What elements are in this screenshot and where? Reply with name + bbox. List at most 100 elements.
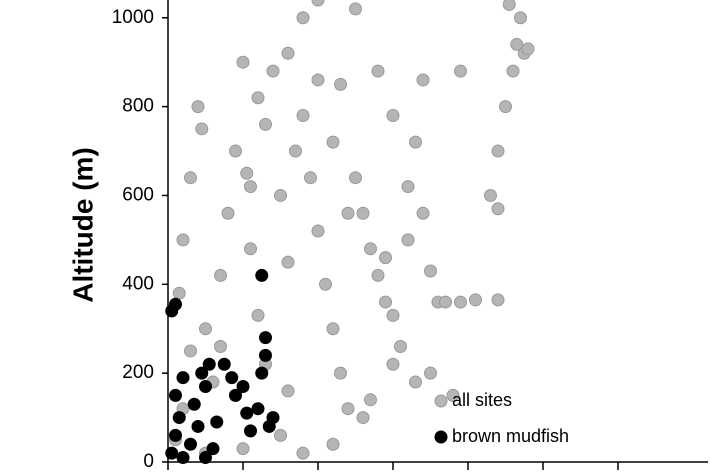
point xyxy=(281,384,295,398)
legend-marker xyxy=(434,394,448,408)
point xyxy=(289,144,302,158)
point xyxy=(491,293,505,307)
point xyxy=(386,357,400,371)
point xyxy=(469,293,482,307)
point xyxy=(191,100,205,114)
point xyxy=(169,297,182,311)
point xyxy=(225,371,239,385)
point xyxy=(195,122,209,136)
legend-marker xyxy=(434,430,448,444)
point xyxy=(281,255,295,269)
y-tick-label: 1000 xyxy=(112,7,154,28)
point xyxy=(491,202,505,216)
point xyxy=(244,180,257,194)
point xyxy=(424,264,437,278)
point xyxy=(251,402,265,416)
point xyxy=(199,451,212,465)
point xyxy=(499,100,512,114)
point xyxy=(510,37,524,51)
point xyxy=(236,442,250,456)
point xyxy=(274,428,287,442)
point xyxy=(394,340,407,353)
point xyxy=(172,286,186,300)
point xyxy=(281,46,295,60)
point xyxy=(364,393,377,407)
point xyxy=(195,366,209,380)
point xyxy=(251,91,265,105)
point xyxy=(206,442,220,456)
point xyxy=(191,419,205,433)
point xyxy=(416,73,430,87)
y-tick-label: 400 xyxy=(122,273,154,294)
point xyxy=(187,397,201,411)
point xyxy=(386,308,400,322)
point xyxy=(356,206,370,220)
point xyxy=(439,295,452,309)
point xyxy=(210,415,224,429)
y-tick-label: 800 xyxy=(122,96,154,117)
point xyxy=(502,0,516,11)
y-tick-label: 200 xyxy=(122,362,154,383)
point xyxy=(454,64,467,78)
point xyxy=(379,295,392,309)
point xyxy=(255,366,269,380)
point xyxy=(304,171,317,185)
legend-label: brown mudfish xyxy=(452,426,569,446)
legend-label: all sites xyxy=(452,390,512,410)
point xyxy=(296,109,310,122)
point xyxy=(341,402,355,416)
point xyxy=(371,268,385,282)
point xyxy=(266,64,280,78)
point xyxy=(214,268,227,282)
y-axis-label: Altitude (m) xyxy=(67,147,98,303)
point xyxy=(172,411,186,425)
y-tick-label: 0 xyxy=(143,451,154,472)
point xyxy=(240,406,254,420)
point xyxy=(229,388,242,402)
point xyxy=(446,388,460,402)
point xyxy=(176,233,190,247)
point xyxy=(311,73,325,87)
point xyxy=(214,340,227,353)
point xyxy=(199,322,212,336)
point xyxy=(274,188,287,202)
point xyxy=(236,55,250,69)
y-tick-label: 600 xyxy=(122,184,154,205)
point xyxy=(236,379,250,393)
point xyxy=(169,428,182,442)
point xyxy=(311,0,325,7)
point xyxy=(454,295,467,309)
point xyxy=(169,388,182,402)
point xyxy=(364,242,377,256)
point xyxy=(416,206,430,220)
point xyxy=(202,357,216,371)
point xyxy=(184,344,197,358)
point xyxy=(326,437,340,451)
point xyxy=(176,371,190,385)
point xyxy=(349,171,362,185)
point xyxy=(401,180,415,194)
point xyxy=(319,277,332,291)
point xyxy=(259,331,272,345)
point xyxy=(296,446,310,460)
point xyxy=(240,166,254,180)
point xyxy=(244,424,257,438)
point xyxy=(386,109,400,122)
point xyxy=(521,42,535,56)
point xyxy=(334,366,347,380)
point xyxy=(506,64,520,78)
point xyxy=(341,206,355,220)
point xyxy=(221,206,235,220)
point xyxy=(409,375,422,389)
point xyxy=(379,251,392,265)
point xyxy=(334,77,347,91)
point xyxy=(199,379,212,393)
point xyxy=(326,135,340,149)
point xyxy=(184,437,197,451)
point xyxy=(401,233,415,247)
point xyxy=(259,348,272,362)
point xyxy=(217,357,231,371)
point xyxy=(259,117,272,131)
point xyxy=(229,144,242,158)
point xyxy=(371,64,385,78)
